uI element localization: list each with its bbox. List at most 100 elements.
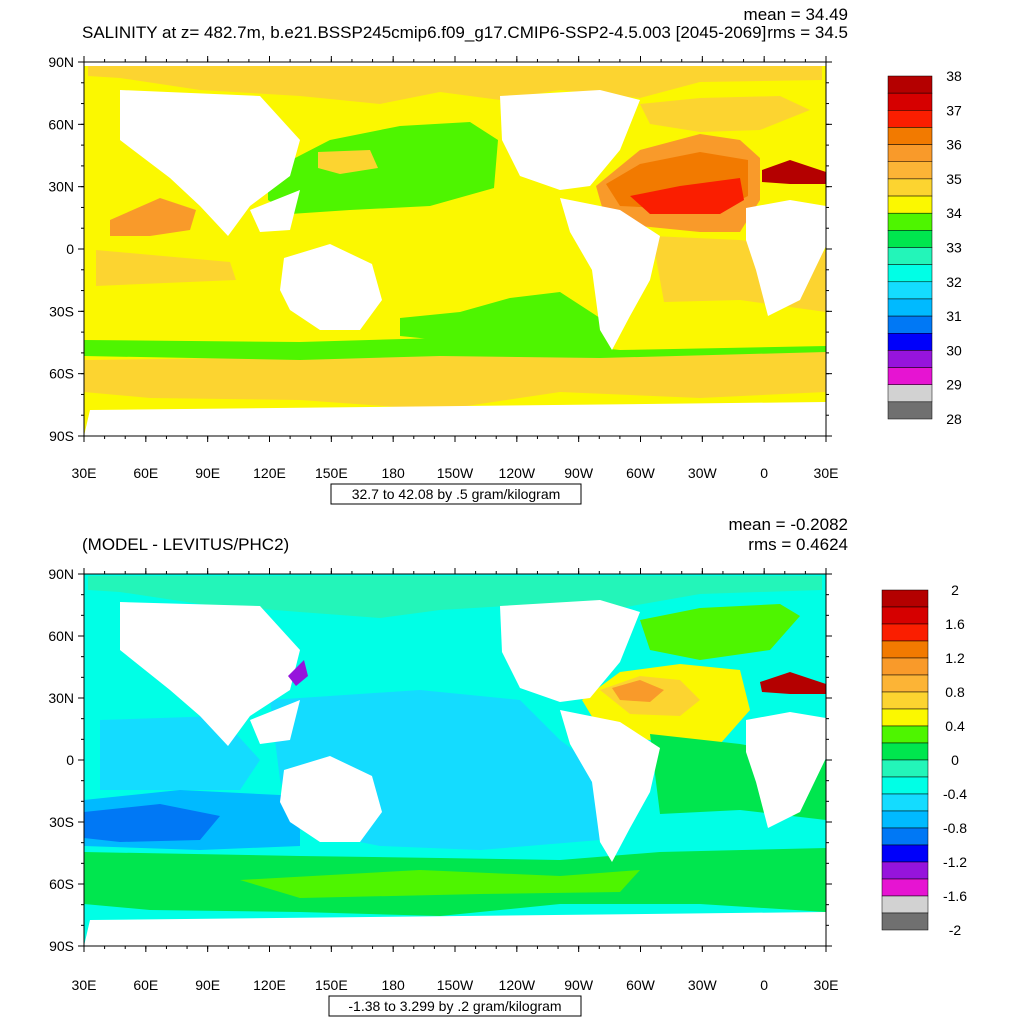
x-tick-label: 60W xyxy=(626,977,656,993)
map-fill xyxy=(84,574,826,946)
panel-salinity: SALINITY at z= 482.7m, b.e21.BSSP245cmip… xyxy=(48,5,962,505)
info-label: -1.38 to 3.299 by .2 gram/kilogram xyxy=(348,998,561,1014)
colorbar-swatch xyxy=(881,844,929,863)
land-indonesia xyxy=(250,700,300,744)
colorbar-swatch xyxy=(881,861,929,880)
gulf-stream-core xyxy=(612,680,664,702)
colorbar-label: 0 xyxy=(951,752,959,768)
mean-label: mean = -0.2082 xyxy=(728,515,848,534)
colorbar-label: 38 xyxy=(946,68,962,84)
axes: 30E 60E 90E 120E 150E 180 150W 120W 90W 60W 30W 0 30… xyxy=(48,566,838,993)
x-tick-label: 90E xyxy=(195,977,220,993)
colorbar-swatch xyxy=(881,912,929,931)
colorbar-label: -2 xyxy=(949,922,962,938)
colorbar-swatch xyxy=(887,92,933,111)
colorbar-swatch xyxy=(881,623,929,642)
colorbar-swatch xyxy=(887,298,933,317)
x-tick-label: 30E xyxy=(72,465,97,481)
colorbar-swatch xyxy=(881,793,929,812)
y-tick-label: 60S xyxy=(49,876,74,892)
y-tick-label: 30N xyxy=(48,690,74,706)
x-tick-label: 30E xyxy=(72,977,97,993)
colorbar: 2 1.6 1.2 0.8 0.4 0 -0.4 -0.8 -1.2 -1.6 -2 xyxy=(881,582,967,938)
x-tick-label: 0 xyxy=(760,977,768,993)
colorbar-swatch xyxy=(887,144,933,163)
southern-ocean-region xyxy=(84,350,826,410)
y-tick-label: 90N xyxy=(48,566,74,582)
y-tick-label: 60S xyxy=(49,366,74,382)
x-tick-label: 60W xyxy=(626,465,656,481)
north-pacific-region xyxy=(268,122,498,214)
colorbar-label: 30 xyxy=(946,342,962,358)
colorbar-swatch xyxy=(881,657,929,676)
land-asia xyxy=(120,90,300,236)
colorbar-swatch xyxy=(881,691,929,710)
colorbar-swatch xyxy=(887,350,933,368)
southern-green-band xyxy=(84,338,826,360)
colorbar-label: 2 xyxy=(951,582,959,598)
land-africa xyxy=(746,712,826,828)
x-tick-label: 120W xyxy=(499,465,536,481)
colorbar-swatch xyxy=(887,384,933,403)
colorbar-label: -0.4 xyxy=(943,786,967,802)
y-tick-label: 30S xyxy=(49,814,74,830)
colorbar-swatch xyxy=(881,640,929,659)
land-africa xyxy=(746,200,826,316)
x-tick-label: 150W xyxy=(437,977,474,993)
colorbar-swatch xyxy=(887,75,933,94)
colorbar-swatch xyxy=(887,315,933,334)
x-tick-label: 90W xyxy=(564,465,594,481)
mediterranean-outflow-region xyxy=(762,160,826,184)
colorbar-label: 1.6 xyxy=(945,616,965,632)
x-tick-label: 120E xyxy=(253,465,286,481)
colorbar-label: 0.8 xyxy=(945,684,965,700)
colorbar-swatch xyxy=(887,264,933,283)
land-south-america xyxy=(560,198,660,350)
info-label: 32.7 to 42.08 by .5 gram/kilogram xyxy=(352,486,561,502)
colorbar-label: -1.2 xyxy=(943,854,967,870)
land-north-america xyxy=(500,90,640,190)
y-tick-label: 90N xyxy=(48,54,74,70)
land-south-america xyxy=(560,710,660,862)
y-tick-label: 90S xyxy=(49,428,74,444)
colorbar-label: 1.2 xyxy=(945,650,965,666)
arctic-region xyxy=(88,64,822,104)
colorbar-label: 31 xyxy=(946,308,962,324)
colorbar-swatch xyxy=(881,895,929,914)
land-arctic-edge xyxy=(84,62,826,66)
y-tick-label: 90S xyxy=(49,938,74,954)
colorbar-swatch xyxy=(887,367,933,385)
colorbar-swatch xyxy=(881,674,929,693)
colorbar-swatch xyxy=(881,759,929,778)
rms-label: rms = 0.4624 xyxy=(748,535,848,554)
colorbar-swatch xyxy=(887,401,933,420)
x-tick-label: 120W xyxy=(499,977,536,993)
colorbar-swatch xyxy=(887,247,933,265)
land-antarctica xyxy=(84,912,826,946)
colorbar-label: 36 xyxy=(946,137,962,153)
x-tick-label: 30E xyxy=(814,465,839,481)
colorbar-label: -0.8 xyxy=(943,820,967,836)
x-tick-label: 30W xyxy=(688,977,718,993)
x-tick-label: 60E xyxy=(133,977,158,993)
y-tick-label: 30S xyxy=(49,303,74,319)
arctic-region xyxy=(88,576,822,618)
x-tick-label: 30E xyxy=(814,977,839,993)
colorbar-swatch xyxy=(881,776,929,795)
southern-green-patch xyxy=(240,870,640,898)
y-tick-label: 60N xyxy=(48,116,74,132)
colorbar-label: 34 xyxy=(946,205,962,221)
colorbar-swatch xyxy=(887,281,933,300)
mean-label: mean = 34.49 xyxy=(744,5,848,24)
chart-title: SALINITY at z= 482.7m, b.e21.BSSP245cmip… xyxy=(82,23,766,42)
colorbar-label: 0.4 xyxy=(945,718,965,734)
info-box xyxy=(330,483,582,505)
x-tick-label: 180 xyxy=(381,977,405,993)
colorbar-swatch xyxy=(887,161,933,180)
colorbar-label: -1.6 xyxy=(943,888,967,904)
colorbar-swatch xyxy=(887,230,933,248)
y-tick-label: 0 xyxy=(66,241,74,257)
nordic-seas-region xyxy=(640,604,800,660)
colorbar: 38 37 36 35 34 33 32 31 30 29 28 xyxy=(887,68,962,427)
